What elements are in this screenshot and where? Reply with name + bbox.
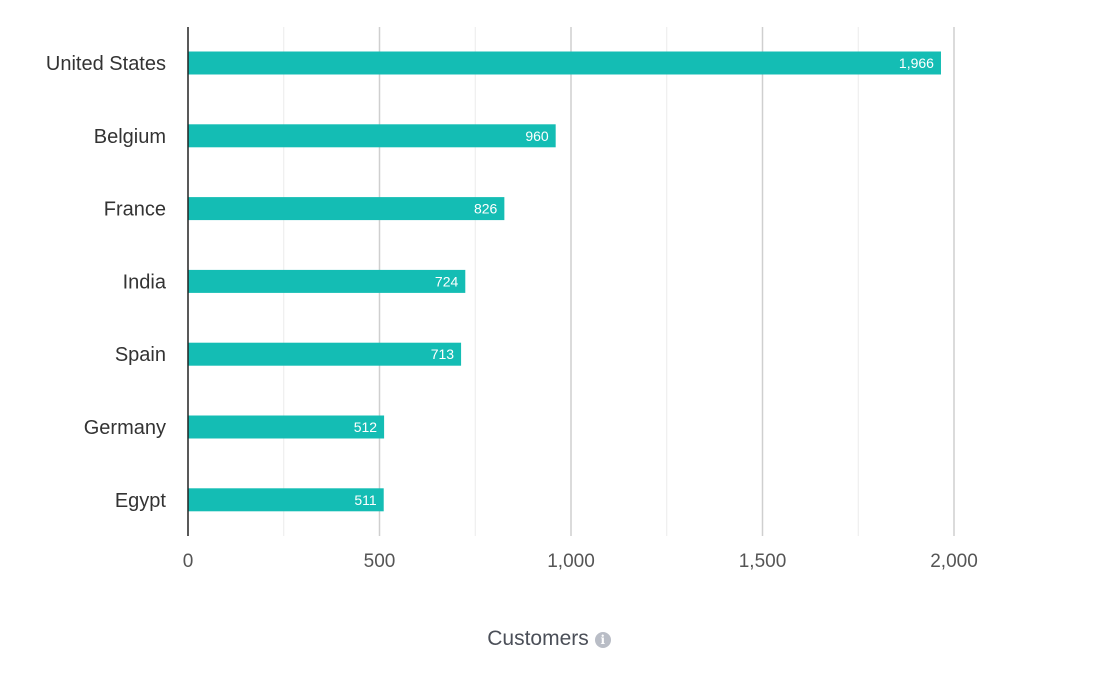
bar-value-label: 511 (354, 492, 377, 508)
bar (188, 488, 384, 512)
x-tick-label: 0 (183, 551, 194, 572)
category-label: Spain (115, 344, 166, 366)
category-label: Belgium (94, 126, 166, 148)
x-tick-label: 500 (364, 551, 396, 572)
category-label: United States (46, 53, 166, 75)
bar (188, 269, 466, 293)
category-label: Germany (84, 417, 166, 439)
bar (188, 415, 385, 439)
bar (188, 124, 556, 148)
x-tick-label: 1,500 (739, 551, 787, 572)
bar (188, 197, 505, 221)
category-label: India (123, 271, 167, 293)
x-tick-label: 1,000 (547, 551, 595, 572)
bar-value-label: 713 (431, 346, 455, 362)
bar-value-label: 724 (435, 273, 459, 289)
bar (188, 342, 462, 366)
bar-value-label: 512 (354, 419, 378, 435)
x-tick-label: 2,000 (930, 551, 978, 572)
bar-value-label: 826 (474, 201, 498, 217)
category-label: Egypt (115, 490, 167, 512)
x-axis-title: Customers (487, 627, 589, 650)
bar-value-label: 1,966 (899, 55, 934, 71)
x-axis-title-row: Customers i (0, 627, 1098, 651)
bar-value-label: 960 (525, 128, 549, 144)
bar (188, 51, 941, 75)
category-label: France (104, 199, 166, 221)
info-icon[interactable]: i (594, 632, 611, 648)
